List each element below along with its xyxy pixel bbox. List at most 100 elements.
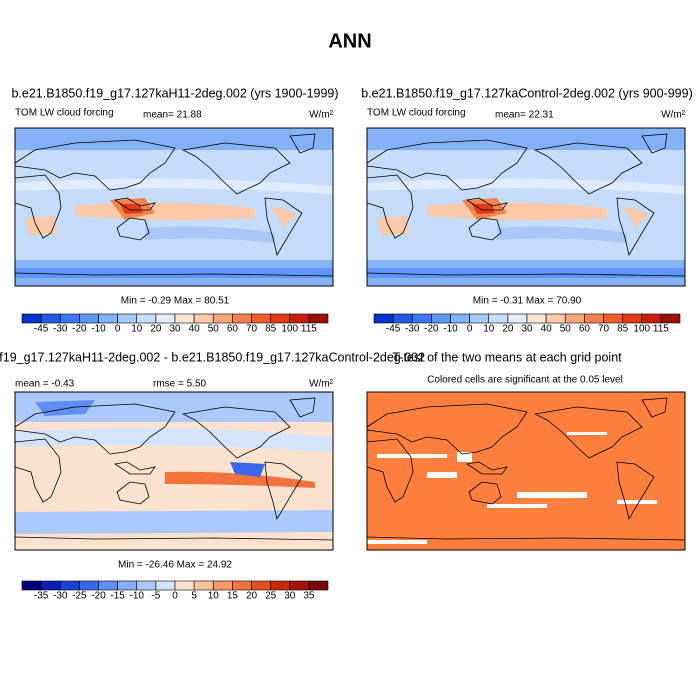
colorbar-box	[308, 313, 329, 324]
colorbar-label: -45	[34, 324, 49, 335]
colorbar-label: 10	[131, 324, 143, 335]
colorbar-box	[232, 580, 252, 591]
colorbar-label: 35	[303, 591, 315, 602]
colorbar-box	[251, 580, 271, 591]
colorbar-box	[411, 313, 432, 324]
map-frame	[14, 127, 334, 287]
variable-label: TOM LW cloud forcing	[367, 108, 466, 119]
colorbar-label: 60	[227, 324, 239, 335]
colorbar-label: 70	[598, 324, 610, 335]
colorbar-label: -25	[72, 591, 87, 602]
colorbar-label: 0	[115, 324, 121, 335]
mean-label: mean= 21.88	[143, 110, 202, 121]
units-label: W/m²	[309, 110, 334, 121]
colorbar-label: 20	[502, 324, 514, 335]
colorbar-label: 20	[150, 324, 162, 335]
colorbar-label: 15	[227, 591, 239, 602]
colorbar-label: -20	[91, 591, 106, 602]
colorbar-label: -30	[405, 324, 420, 335]
colorbar-box	[289, 580, 310, 591]
colorbar-label: -45	[386, 324, 401, 335]
colorbar-box	[98, 313, 118, 324]
min-max-label: Min = -0.31 Max = 70.90	[473, 296, 582, 307]
colorbar-box	[40, 313, 61, 324]
colorbar-label: 40	[541, 324, 553, 335]
colorbar-box	[174, 580, 195, 591]
colorbar-box	[117, 313, 138, 324]
colorbar-box	[79, 580, 99, 591]
map-frame	[366, 391, 686, 551]
colorbar-box	[270, 580, 291, 591]
colorbar-label: -5	[151, 591, 160, 602]
panel-title: b.e21.B1850.f19_g17.127kaH11-2deg.002 - …	[0, 350, 425, 364]
colorbar-label: 25	[265, 591, 277, 602]
map-frame	[14, 391, 334, 551]
colorbar-box	[545, 313, 566, 324]
colorbar-box	[155, 580, 176, 591]
map-field	[15, 128, 333, 286]
colorbar-box	[117, 580, 138, 591]
colorbar-box	[289, 313, 310, 324]
min-max-label: Min = -0.29 Max = 80.51	[121, 296, 230, 307]
panel-subtitle: Colored cells are significant at the 0.0…	[427, 375, 623, 386]
colorbar-label: 20	[246, 591, 258, 602]
colorbar-box	[21, 580, 42, 591]
colorbar-box	[136, 580, 157, 591]
colorbar-box	[660, 313, 681, 324]
colorbar-label: 10	[483, 324, 495, 335]
mean-label: mean= 22.31	[495, 110, 554, 121]
colorbar-label: 100	[281, 324, 298, 335]
map-field	[367, 128, 685, 286]
min-max-label: Min = -26.46 Max = 24.92	[118, 560, 232, 571]
mean-label: mean = -0.43	[15, 379, 75, 390]
colorbar-label: 40	[189, 324, 201, 335]
colorbar-box	[232, 313, 252, 324]
colorbar-box	[136, 313, 157, 324]
colorbar-box	[251, 313, 271, 324]
colorbar-label: 85	[617, 324, 629, 335]
units-label: W/m²	[661, 110, 686, 121]
colorbar-label: -35	[34, 591, 49, 602]
colorbar-label: 85	[265, 324, 277, 335]
map-field	[15, 392, 333, 550]
colorbar-label: 115	[653, 324, 669, 335]
colorbar-box	[21, 313, 42, 324]
colorbar-box	[622, 313, 643, 324]
colorbar-box	[98, 580, 118, 591]
colorbar-box	[79, 313, 99, 324]
colorbar-box	[212, 580, 233, 591]
colorbar-label: 100	[633, 324, 650, 335]
panel-title: b.e21.B1850.f19_g17.127kaControl-2deg.00…	[361, 86, 693, 100]
colorbar-box	[212, 313, 233, 324]
colorbar-box	[603, 313, 623, 324]
colorbar-label: -20	[72, 324, 87, 335]
colorbar-box	[193, 580, 214, 591]
colorbar-box	[155, 313, 176, 324]
colorbar-label: -10	[130, 591, 145, 602]
colorbar-label: 115	[301, 324, 317, 335]
colorbar-label: 30	[521, 324, 533, 335]
colorbar-label: 70	[246, 324, 258, 335]
colorbar-box	[564, 313, 585, 324]
colorbar-label: -30	[53, 591, 68, 602]
colorbar-label: 0	[172, 591, 178, 602]
colorbar-label: 50	[208, 324, 220, 335]
colorbar-label: -10	[443, 324, 458, 335]
figure-title: ANN	[328, 30, 371, 52]
variable-label: TOM LW cloud forcing	[15, 108, 114, 119]
colorbar-label: 30	[284, 591, 296, 602]
colorbar-label: -30	[53, 324, 68, 335]
colorbar-label: -10	[91, 324, 106, 335]
colorbar-box	[193, 313, 214, 324]
colorbar-box	[40, 580, 61, 591]
colorbar-label: 50	[560, 324, 572, 335]
colorbar-label: 60	[579, 324, 591, 335]
rmse-label: rmse = 5.50	[153, 379, 207, 390]
colorbar-box	[450, 313, 470, 324]
colorbar-box	[392, 313, 413, 324]
colorbar-box	[488, 313, 509, 324]
colorbar-box	[373, 313, 394, 324]
panel-title: T-test of the two means at each grid poi…	[392, 350, 622, 364]
colorbar-box	[584, 313, 604, 324]
